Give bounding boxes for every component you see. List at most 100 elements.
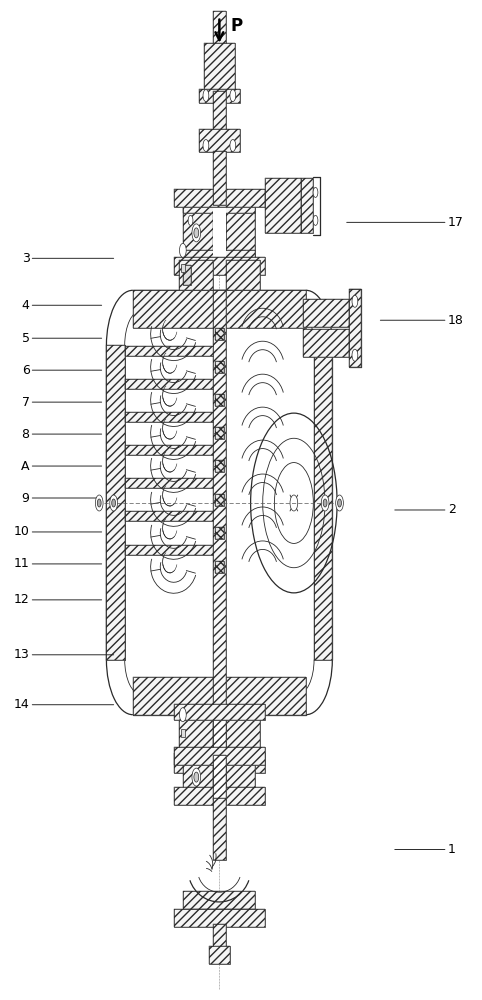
Text: 18: 18 bbox=[380, 314, 464, 327]
Circle shape bbox=[110, 495, 118, 511]
Text: 14: 14 bbox=[14, 698, 114, 711]
Polygon shape bbox=[174, 257, 265, 275]
Circle shape bbox=[230, 90, 236, 102]
Polygon shape bbox=[174, 747, 265, 765]
Polygon shape bbox=[226, 205, 255, 260]
Polygon shape bbox=[125, 445, 214, 455]
Polygon shape bbox=[125, 478, 214, 488]
Polygon shape bbox=[213, 290, 226, 715]
Polygon shape bbox=[214, 460, 224, 472]
Polygon shape bbox=[183, 891, 255, 909]
Polygon shape bbox=[174, 704, 265, 720]
Polygon shape bbox=[213, 151, 226, 205]
Polygon shape bbox=[314, 345, 332, 660]
Polygon shape bbox=[199, 129, 240, 152]
Polygon shape bbox=[183, 201, 255, 213]
Bar bbox=[181, 264, 185, 272]
Circle shape bbox=[352, 295, 358, 307]
Circle shape bbox=[179, 243, 186, 257]
Text: 1: 1 bbox=[395, 843, 455, 856]
Polygon shape bbox=[183, 250, 255, 260]
Polygon shape bbox=[214, 394, 224, 406]
Polygon shape bbox=[125, 412, 214, 422]
Polygon shape bbox=[213, 755, 226, 800]
Polygon shape bbox=[226, 715, 260, 755]
Polygon shape bbox=[178, 715, 213, 755]
Polygon shape bbox=[133, 677, 306, 715]
Polygon shape bbox=[174, 189, 265, 207]
Polygon shape bbox=[301, 178, 313, 233]
Polygon shape bbox=[209, 946, 230, 964]
Polygon shape bbox=[125, 379, 214, 389]
Polygon shape bbox=[213, 11, 226, 46]
Circle shape bbox=[194, 228, 199, 238]
Circle shape bbox=[313, 215, 318, 225]
Polygon shape bbox=[133, 290, 306, 328]
Bar bbox=[181, 729, 185, 737]
Text: A: A bbox=[21, 460, 102, 473]
Text: 8: 8 bbox=[22, 428, 102, 441]
Circle shape bbox=[194, 772, 199, 782]
Polygon shape bbox=[226, 755, 255, 800]
Text: 10: 10 bbox=[13, 525, 102, 538]
Polygon shape bbox=[174, 909, 265, 927]
Polygon shape bbox=[125, 545, 214, 555]
Polygon shape bbox=[183, 265, 190, 285]
Circle shape bbox=[352, 349, 358, 361]
Polygon shape bbox=[214, 561, 224, 573]
Polygon shape bbox=[226, 260, 260, 290]
Circle shape bbox=[290, 495, 298, 511]
Polygon shape bbox=[174, 787, 265, 805]
Text: 7: 7 bbox=[22, 396, 102, 409]
Polygon shape bbox=[214, 361, 224, 373]
Text: 12: 12 bbox=[14, 593, 102, 606]
Polygon shape bbox=[178, 260, 213, 290]
Circle shape bbox=[321, 495, 329, 511]
Circle shape bbox=[337, 499, 341, 507]
Circle shape bbox=[192, 768, 201, 786]
Polygon shape bbox=[214, 527, 224, 539]
Circle shape bbox=[230, 140, 236, 151]
Text: 4: 4 bbox=[22, 299, 102, 312]
Polygon shape bbox=[213, 924, 226, 949]
Polygon shape bbox=[213, 715, 226, 755]
Text: 6: 6 bbox=[22, 364, 102, 377]
Polygon shape bbox=[214, 494, 224, 506]
Polygon shape bbox=[183, 205, 213, 260]
Text: 13: 13 bbox=[14, 648, 114, 661]
Circle shape bbox=[335, 495, 343, 511]
Polygon shape bbox=[174, 753, 265, 773]
Circle shape bbox=[179, 708, 186, 722]
Polygon shape bbox=[304, 299, 349, 327]
Polygon shape bbox=[107, 345, 125, 660]
Text: 2: 2 bbox=[395, 503, 455, 516]
Text: 3: 3 bbox=[22, 252, 114, 265]
Bar bbox=[213, 205, 226, 260]
Circle shape bbox=[192, 224, 201, 242]
Polygon shape bbox=[349, 289, 361, 367]
Polygon shape bbox=[199, 89, 240, 103]
Text: P: P bbox=[230, 17, 242, 35]
Polygon shape bbox=[125, 346, 214, 356]
Circle shape bbox=[203, 90, 209, 102]
Circle shape bbox=[323, 499, 327, 507]
Text: 17: 17 bbox=[347, 216, 464, 229]
Polygon shape bbox=[214, 328, 224, 340]
Polygon shape bbox=[183, 755, 213, 800]
Polygon shape bbox=[304, 329, 349, 357]
Polygon shape bbox=[125, 511, 214, 521]
Polygon shape bbox=[213, 798, 226, 859]
Circle shape bbox=[313, 187, 318, 197]
Circle shape bbox=[112, 499, 116, 507]
Polygon shape bbox=[204, 43, 235, 91]
Text: 9: 9 bbox=[22, 492, 102, 505]
Text: 5: 5 bbox=[22, 332, 102, 345]
Circle shape bbox=[95, 495, 103, 511]
Circle shape bbox=[97, 499, 101, 507]
Polygon shape bbox=[213, 91, 226, 131]
Circle shape bbox=[188, 215, 193, 225]
Text: 11: 11 bbox=[14, 557, 102, 570]
Polygon shape bbox=[265, 178, 301, 233]
Circle shape bbox=[203, 140, 209, 151]
Polygon shape bbox=[214, 427, 224, 439]
